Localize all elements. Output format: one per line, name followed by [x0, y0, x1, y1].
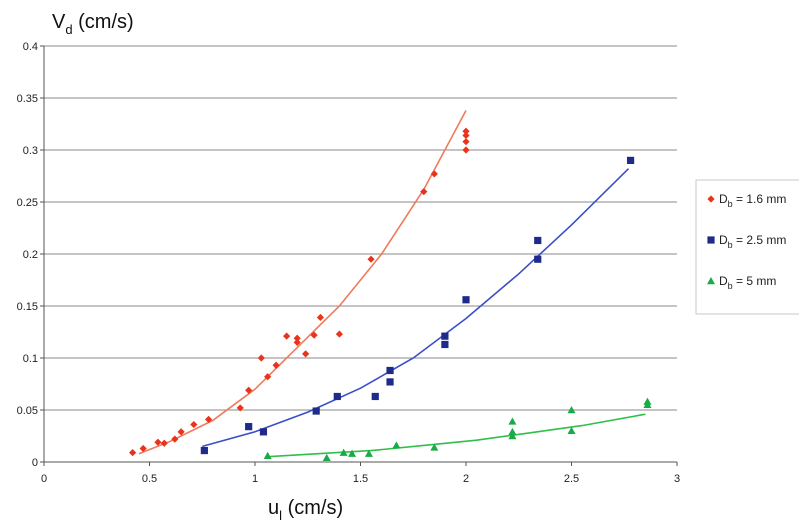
series-1-fit-line — [138, 110, 467, 455]
series-2-fit-line — [202, 168, 630, 448]
series-2-point-4 — [312, 407, 320, 415]
x-axis-title: ul (cm/s) — [268, 497, 343, 523]
series-3-point-2 — [322, 453, 331, 462]
gridlines — [44, 45, 677, 411]
series-1-point-27 — [462, 146, 470, 154]
series-2-point-13 — [534, 255, 542, 263]
series-1-point-24 — [462, 127, 470, 135]
series-1-point-5 — [171, 435, 179, 443]
series-3-point-9 — [508, 427, 517, 436]
series-2-point-5 — [333, 392, 341, 401]
series-2-point-11 — [462, 296, 470, 304]
y-tick-label-1: 0.05 — [17, 405, 38, 417]
fit-lines — [138, 110, 646, 458]
series-1-point-12 — [264, 373, 272, 381]
series-3-point-5 — [364, 449, 373, 457]
legend-marker-1 — [707, 195, 715, 203]
legend: Db = 1.6 mm Db = 2.5 mm Db = 5 mm — [695, 179, 799, 315]
x-tick-label-0: 0 — [41, 473, 47, 485]
y-tick-label-3: 0.15 — [17, 301, 38, 313]
y-tick-label-4: 0.2 — [23, 249, 38, 261]
x-axis-title-unit: (cm/s) — [282, 497, 343, 519]
series-1-point-14 — [283, 332, 291, 340]
series-3-point-6 — [392, 441, 401, 449]
series-1-point-21 — [367, 255, 375, 263]
series-3-point-7 — [430, 443, 439, 451]
series-1-point-26 — [462, 138, 470, 146]
series-3-point-12 — [567, 426, 576, 434]
x-tick-label-6: 3 — [674, 473, 680, 485]
series-3-point-11 — [567, 406, 576, 414]
x-tick-label-4: 2 — [463, 473, 469, 485]
legend-label-1: Db = 1.6 mm — [719, 192, 786, 209]
y-axis-title: Vd (cm/s) — [52, 11, 134, 37]
x-tick-label-2: 1 — [252, 473, 258, 485]
y-tick-label-7: 0.35 — [17, 93, 38, 105]
series-3-fit-line — [265, 413, 646, 458]
series-1-point-19 — [316, 313, 325, 322]
series-1-point-18 — [310, 331, 318, 339]
data-points — [129, 127, 652, 462]
series-2-point-10 — [441, 340, 449, 349]
y-tick-label-2: 0.1 — [23, 353, 38, 365]
series-3-point-4 — [348, 449, 357, 457]
series-1-point-16 — [293, 338, 301, 346]
series-2-point-6 — [371, 392, 379, 401]
series-1-point-9 — [236, 404, 244, 412]
series-1-point-8 — [204, 415, 213, 423]
series-1-point-3 — [154, 438, 162, 446]
series-3-point-14 — [643, 400, 652, 408]
series-1-point-15 — [293, 334, 301, 342]
y-axis-title-sub: d — [65, 22, 72, 37]
series-3-point-3 — [339, 448, 348, 456]
series-3-point-1 — [263, 451, 272, 459]
x-tick-label-1: 0.5 — [142, 473, 157, 485]
y-tick-label-8: 0.4 — [23, 41, 38, 53]
series-1-point-20 — [335, 330, 343, 338]
series-2-point-14 — [626, 156, 635, 164]
series-2-point-1 — [200, 446, 208, 455]
y-tick-label-0: 0 — [32, 457, 38, 469]
series-2-point-8 — [386, 378, 394, 386]
y-axis-title-unit: (cm/s) — [73, 11, 134, 33]
series-1-point-11 — [257, 354, 265, 362]
series-1-point-2 — [139, 444, 147, 453]
series-2-point-12 — [534, 236, 542, 245]
series-1-point-17 — [302, 350, 310, 358]
legend-box — [695, 179, 799, 315]
series-1-point-4 — [160, 439, 168, 447]
series-3-point-8 — [508, 417, 517, 425]
x-axis-title-main: u — [268, 497, 279, 519]
series-1-point-13 — [272, 361, 280, 369]
series-3-point-10 — [508, 432, 517, 440]
series-1-point-7 — [190, 420, 198, 429]
y-tick-label-6: 0.3 — [23, 145, 38, 157]
x-axis-title-sub: l — [279, 508, 282, 523]
series-1-point-22 — [420, 188, 428, 196]
series-2-point-2 — [245, 423, 253, 431]
legend-marker-2 — [707, 236, 715, 244]
series-1-point-1 — [129, 449, 137, 457]
series-1-point-6 — [177, 428, 185, 436]
series-2-point-9 — [441, 332, 449, 340]
series-1-point-10 — [245, 386, 253, 394]
x-tick-label-3: 1.5 — [353, 473, 368, 485]
y-tick-label-5: 0.25 — [17, 197, 38, 209]
series-1-point-23 — [430, 170, 438, 178]
legend-label-3: Db = 5 mm — [719, 274, 776, 291]
legend-marker-3 — [707, 277, 715, 285]
x-tick-label-5: 2.5 — [564, 473, 579, 485]
legend-label-2: Db = 2.5 mm — [719, 233, 786, 250]
series-1-point-25 — [462, 131, 470, 140]
y-axis-title-main: V — [52, 11, 66, 33]
axes: 0 0.05 0.1 0.15 0.2 0.25 0.3 0.35 0.4 0 0.5 1 1.5 2 2.… — [17, 41, 680, 485]
series-2-point-3 — [259, 428, 268, 436]
series-2-point-7 — [386, 366, 394, 375]
